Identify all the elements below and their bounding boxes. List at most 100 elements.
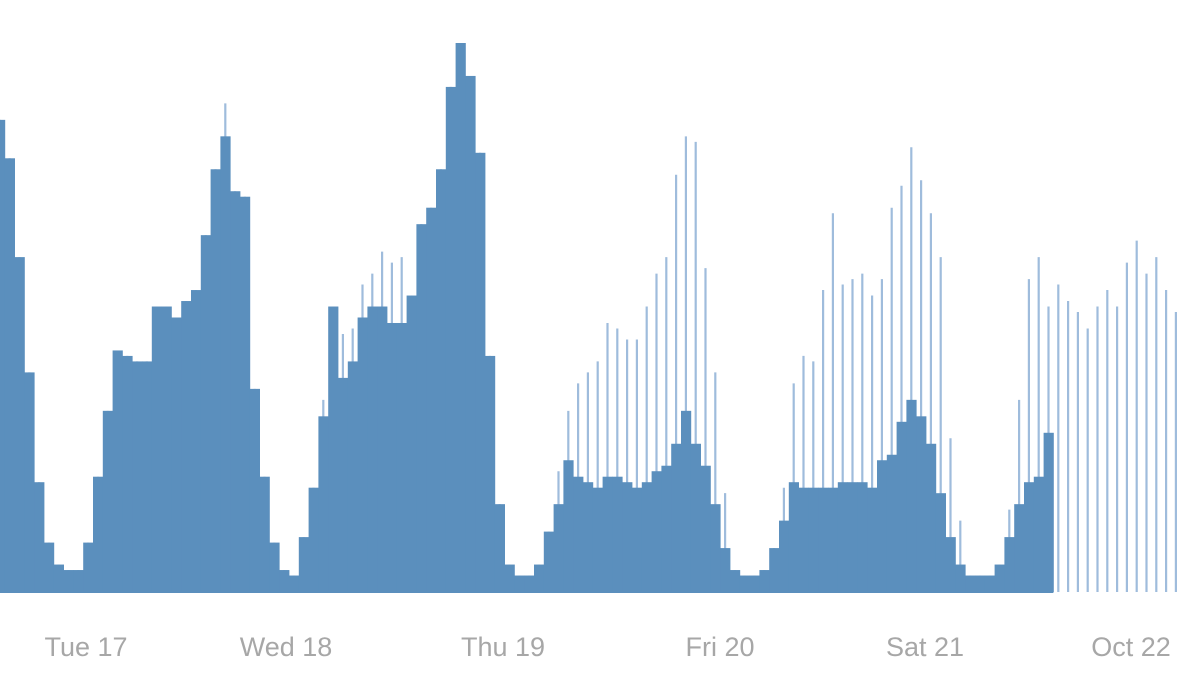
solid-bar (710, 504, 721, 592)
solid-bar (475, 152, 486, 593)
solid-bar (102, 410, 113, 592)
solid-bar (24, 372, 35, 592)
solid-bar (34, 482, 45, 592)
solid-series-bars (0, 43, 1054, 593)
solid-bar (210, 169, 221, 592)
solid-bar (426, 207, 437, 592)
solid-bar (837, 482, 848, 592)
solid-bar (524, 575, 535, 592)
solid-bar (896, 421, 907, 592)
solid-bar (347, 361, 358, 592)
solid-bar (445, 86, 456, 593)
solid-bar (994, 564, 1005, 592)
solid-bar (808, 487, 819, 592)
solid-bar (877, 460, 888, 592)
solid-bar (298, 537, 309, 592)
solid-bar (93, 476, 104, 592)
solid-bar (1004, 537, 1015, 592)
solid-bar (240, 196, 251, 592)
solid-bar (44, 542, 55, 592)
solid-bar (965, 575, 976, 592)
solid-bar (181, 301, 192, 592)
solid-bar (249, 388, 260, 592)
solid-bar (1033, 476, 1044, 592)
solid-bar (357, 317, 368, 592)
x-tick-label: Fri 20 (685, 632, 754, 662)
solid-bar (112, 350, 123, 592)
solid-bar (612, 476, 623, 592)
x-tick-label: Oct 22 (1091, 632, 1171, 662)
solid-bar (935, 493, 946, 592)
solid-bar (553, 504, 564, 592)
x-tick-label: Wed 18 (240, 632, 333, 662)
solid-bar (583, 482, 594, 592)
solid-bar (377, 306, 388, 592)
solid-bar (396, 322, 407, 592)
solid-bar (406, 295, 417, 592)
solid-bar (563, 460, 574, 592)
solid-bar (984, 575, 995, 592)
solid-bar (279, 570, 290, 592)
solid-bar (739, 575, 750, 592)
solid-bar (269, 542, 280, 592)
solid-bar (573, 476, 584, 592)
solid-bar (1014, 504, 1025, 592)
solid-bar (592, 487, 603, 592)
solid-bar (191, 290, 202, 592)
solid-bar (142, 361, 153, 592)
solid-bar (161, 306, 172, 592)
solid-bar (259, 476, 270, 592)
solid-bar (857, 482, 868, 592)
x-tick-label: Thu 19 (461, 632, 545, 662)
solid-bar (602, 476, 613, 592)
solid-bar (367, 306, 378, 592)
solid-bar (14, 257, 25, 592)
solid-bar (828, 487, 839, 592)
solid-bar (308, 487, 319, 592)
solid-bar (1024, 482, 1035, 592)
solid-bar (651, 471, 662, 592)
solid-bar (63, 570, 74, 592)
solid-bar (730, 570, 741, 592)
solid-bar (975, 575, 986, 592)
solid-bar (671, 443, 682, 592)
solid-bar (0, 119, 6, 593)
solid-bar (720, 548, 731, 592)
solid-bar (534, 564, 545, 592)
x-axis-tick-labels: Tue 17 Wed 18 Thu 19 Fri 20 Sat 21 Oct 2… (44, 632, 1170, 662)
solid-bar (955, 564, 966, 592)
solid-bar (543, 531, 554, 592)
solid-bar (387, 322, 398, 592)
solid-bar (926, 443, 937, 592)
solid-bar (318, 416, 329, 592)
solid-bar (749, 575, 760, 592)
solid-bar (641, 482, 652, 592)
solid-bar (132, 361, 143, 592)
solid-bar (220, 136, 231, 592)
solid-bar (622, 482, 633, 592)
solid-bar (906, 399, 917, 592)
x-tick-label: Tue 17 (44, 632, 127, 662)
solid-bar (759, 570, 770, 592)
solid-bar (455, 43, 466, 592)
solid-bar (436, 169, 447, 592)
solid-bar (230, 191, 241, 593)
solid-bar (289, 575, 300, 592)
solid-bar (690, 443, 701, 592)
solid-bar (416, 224, 427, 593)
solid-bar (504, 564, 515, 592)
solid-bar (788, 482, 799, 592)
solid-bar (818, 487, 829, 592)
solid-bar (494, 504, 505, 592)
solid-bar (485, 355, 496, 592)
solid-bar (73, 570, 84, 592)
solid-bar (769, 548, 780, 592)
solid-bar (338, 377, 349, 592)
solid-bar (700, 465, 711, 592)
solid-bar (661, 465, 672, 592)
solid-bar (171, 317, 182, 592)
solid-bar (886, 454, 897, 592)
solid-bar (779, 520, 790, 592)
solid-bar (681, 410, 692, 592)
